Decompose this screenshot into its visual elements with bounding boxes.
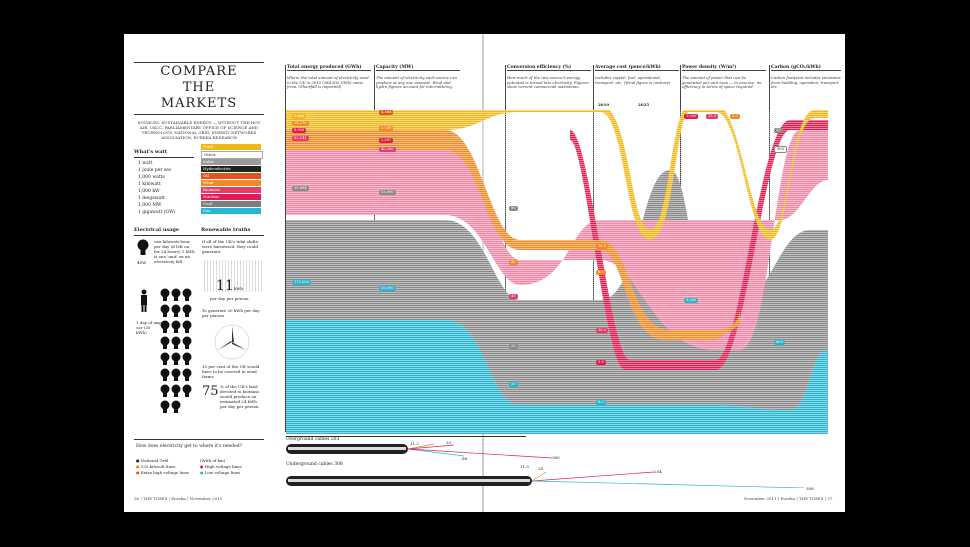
cable-val-1: 33 [446,440,452,445]
legend-oil: Oil [201,173,261,179]
cable-val-0: 11.2 [410,441,419,446]
person-icon [141,289,147,312]
grid-rule [134,439,264,440]
magazine-spread: COMPARE THE MARKETS SOURCES: SUSTAINABLE… [124,34,845,512]
col-text-carbon: Carbon footprint includes emissions from… [771,75,841,90]
tidal-value: 11kWh [216,278,243,294]
col-heading-efficiency: Conversion efficiency (%) [507,65,591,71]
year-2025: 2025 [638,102,650,107]
car-label: 1 day of any car (35 kWh) [136,320,161,335]
tag-power-1: 15.3 [706,114,719,119]
biomass-value: 75 [202,384,219,399]
tag-cost-3: 10.2 [596,328,609,333]
legend-other: Other [201,151,263,159]
tidal-pattern [202,260,262,292]
page-title: COMPARE THE MARKETS [160,64,238,111]
units-list: 1 watt 1 joule per sec 1,000 watts 1 kilow… [138,161,176,215]
legend-gas: Gas [201,208,261,214]
tag-power-0: 1,000 [684,114,699,119]
tag-power-3: 1,000 [684,298,699,303]
tag-carbon-2: 900 [774,146,787,153]
title-rule-bottom [134,114,264,115]
col-heading-total: Total energy produced (GWh) [287,65,371,71]
col-text-power: The amount of power that can be generate… [682,75,762,90]
watt-rule [134,157,194,158]
cable-rule [286,436,526,437]
overground-label: Overground cables 203 [286,437,340,442]
col-text-cost: Includes capital, fuel, operational, tra… [595,75,671,85]
col-heading-carbon: Carbon (gCO₂/kWh) [771,65,841,71]
usage-rule [134,235,264,236]
year-2010: 2010 [598,102,610,107]
col-divider-1 [285,65,286,432]
bulb-label: 40W [137,260,147,265]
tag-efficiency-3: 40 [509,294,518,299]
whats-watt-heading: What's watt [134,149,168,155]
legend-hydro: Hydroelectric [201,166,261,172]
tag-cost-1: 14.5 [596,244,609,249]
title-rule-top [134,62,264,63]
legend-total: Total [201,144,261,150]
cable-val-4: 11.5 [520,464,529,469]
wind-caption: 10 per cent of the UK would have to be c… [202,364,260,379]
tag-cost-2: 8.2 [596,270,606,275]
grid-heading: How does electricity get to where it's n… [136,444,243,449]
renewable-heading: Renewable truths [201,227,251,233]
renewable-text: If all of the UK's tidal shifts were har… [202,239,258,254]
electrical-usage-heading: Electrical usage [134,227,180,233]
grid-list-right: (With of km) ● High voltage lines ● Low … [200,458,242,475]
tag-total-1: 28,276 [292,121,309,126]
tag-capacity-0: 4,364 [379,110,394,115]
tag-carbon-3: 400 [774,340,785,345]
cable-val-7: 308 [806,486,814,491]
col-text-total: Where the total amount of electricity us… [287,75,369,90]
bulb-grid-icon [160,288,192,413]
col-heading-cost: Average cost (pence/kWh) [595,65,679,71]
tag-power-2: 2.5 [730,114,740,119]
legend-biomass: Biomass [201,187,261,193]
tag-total-2: 8,993 [292,128,307,133]
tag-capacity-5: 30,000 [379,286,396,291]
col-text-capacity: The amount of electricity each source ca… [376,75,457,90]
tag-capacity-2: 2,097 [379,138,394,143]
legend-solar: Solar [201,159,261,165]
cable-val-6: 254 [654,469,662,474]
tag-efficiency-2: 40 [509,260,518,265]
col-heading-capacity: Capacity (MW) [376,65,460,71]
tidal-caption: per day per person [210,296,249,301]
wind-turbine-icon [214,324,250,360]
legend-nuclear: Nuclear [201,194,261,200]
usage-text: one kilowatt-hour per day (if left on fo… [154,239,195,264]
legend-coal: Coal [201,201,261,207]
biomass-text: % of the UK's land devoted to biomass wo… [220,384,260,409]
legend-wind: Wind [201,180,261,186]
col-text-efficiency: How much of the raw source's energy pote… [507,75,589,90]
tag-total-4: 20,894 [292,186,309,191]
sources-text: SOURCES: SUSTAINABLE ENERGY — WITHOUT TH… [137,120,261,140]
cable-val-5: 28 [538,466,544,471]
tag-total-0: 3,463 [292,114,307,119]
tag-cost-5: 8.0 [596,400,606,405]
tag-carbon-1: 22 [774,128,783,133]
underground-label: Underground cables 308 [286,462,343,467]
tag-cost-4: 9.9 [596,360,606,365]
grid-list-left: ● National Grid ● 132 kilovolt lines ● E… [136,458,190,475]
footer-left: 36 | THE TIMES | Eureka | November 2011 [134,496,223,501]
cable-graphic [286,443,804,488]
cable-val-3: 380 [552,455,560,460]
bulb-icon [137,239,149,255]
tag-total-3: 62,141 [292,136,309,141]
footer-right: November 2011 | Eureka | THE TIMES | 37 [744,496,833,501]
cable-val-2: 68 [462,456,468,461]
tag-efficiency-4: 35 [509,344,518,349]
col-heading-power: Power density (W/m²) [682,65,766,71]
tag-capacity-1: 2,749 [379,126,394,131]
tag-capacity-4: 22,000 [379,190,396,195]
tag-efficiency-1: 90 [509,206,518,211]
wind-text: To generate 20 kWh per day per person [202,308,260,318]
tag-efficiency-5: 50 [509,382,518,387]
energy-flow-graphic [286,110,828,434]
tag-capacity-3: 40,300 [379,147,396,152]
tag-total-5: 175,000 [292,280,311,285]
